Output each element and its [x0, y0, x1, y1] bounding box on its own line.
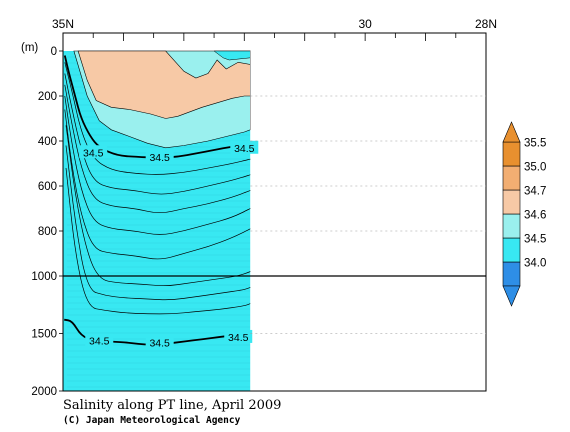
y-axis-unit-label: (m) — [21, 42, 38, 54]
isoline-34-5-upper — [63, 55, 252, 159]
colorbar-segment — [502, 141, 521, 167]
salinity-isoline — [65, 145, 251, 301]
salinity-isoline — [64, 73, 251, 195]
x-tick-label: 35N — [52, 17, 74, 31]
salinity-isoline — [65, 167, 251, 315]
colorbar-segment — [502, 213, 521, 239]
y-tick-label: 1000 — [31, 271, 57, 283]
y-tick-label: 400 — [38, 136, 57, 148]
salinity-fill-notch — [213, 50, 251, 61]
colorbar-segment — [502, 261, 521, 287]
x-ticks: 35N 30 28N — [52, 17, 497, 41]
colorbar-label: 34.0 — [524, 258, 546, 270]
colorbar-segment — [502, 165, 521, 191]
contour-label-bg — [224, 329, 253, 343]
contour-label: 34.5 — [89, 335, 110, 347]
colorbar-label: 34.6 — [524, 210, 546, 222]
contour-label-bg — [145, 149, 174, 163]
contour-label: 34.5 — [234, 143, 255, 155]
plot-fills — [63, 50, 486, 391]
colorbar-segment — [502, 189, 521, 215]
colorbar-extend-bottom — [502, 285, 521, 307]
colorbar-label: 34.5 — [524, 234, 546, 246]
no-data-region — [250, 51, 486, 391]
salinity-isoline — [64, 109, 251, 260]
salinity-isoline — [65, 125, 251, 287]
contour-label: 34.5 — [149, 338, 170, 350]
credit-text: (C) Japan Meteorological Agency — [63, 415, 241, 426]
salinity-isoline — [64, 62, 251, 175]
y-tick-label: 600 — [38, 181, 57, 193]
contour-label-bg — [230, 140, 259, 154]
colorbar-label: 35.0 — [524, 162, 546, 174]
x-tick-label: 28N — [475, 17, 497, 31]
contour-label-bg — [145, 335, 174, 349]
chart-title: Salinity along PT line, April 2009 — [63, 398, 281, 413]
salinity-isoline — [64, 84, 251, 214]
y-tick-label: 2000 — [31, 386, 57, 398]
y-tick-label: 1500 — [31, 329, 57, 341]
contour-label-bg — [85, 333, 114, 347]
colorbar-label: 34.7 — [524, 186, 546, 198]
y-ticks: 0 200 400 600 800 1000 1500 2000 — [31, 46, 486, 398]
x-tick-label: 30 — [358, 17, 372, 31]
contour-label: 34.5 — [83, 147, 104, 159]
y-tick-label: 200 — [38, 91, 57, 103]
colorbar: 34.0 34.5 34.6 34.7 35.0 35.5 — [502, 121, 546, 307]
contour-labels: 34.5 34.5 34.5 34.5 34.5 34.5 — [79, 140, 259, 350]
contour-label: 34.5 — [149, 152, 170, 164]
salinity-isoline — [64, 95, 251, 235]
contour-label: 34.5 — [228, 332, 249, 344]
coastal-strip — [63, 51, 67, 391]
salinity-fill-34-7 — [77, 50, 251, 119]
colorbar-label: 35.5 — [524, 138, 546, 150]
y-tick-label: 0 — [51, 46, 57, 58]
colorbar-segment — [502, 237, 521, 263]
colorbar-extend-top — [502, 121, 521, 143]
contour-label-bg — [79, 145, 108, 159]
y-tick-label: 800 — [38, 226, 57, 238]
